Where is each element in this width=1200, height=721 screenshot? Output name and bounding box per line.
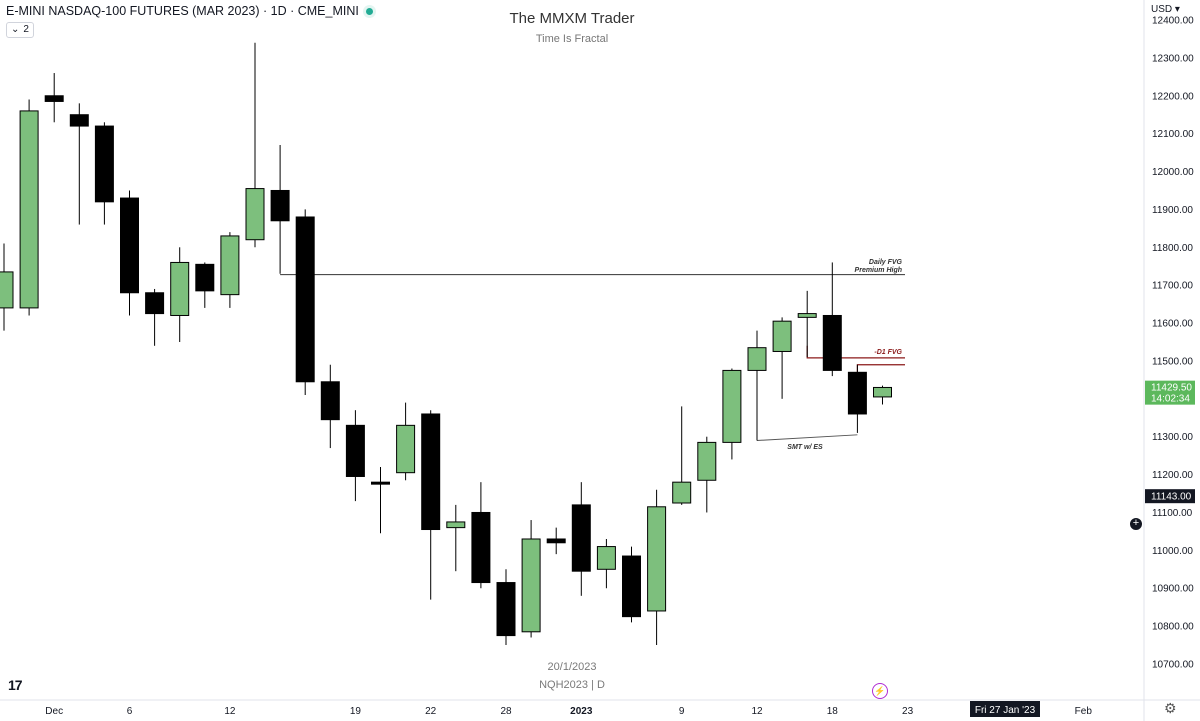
x-tick-label: 23 [902, 706, 914, 717]
x-tick-label: 18 [827, 706, 839, 717]
y-tick-label: 11500.00 [1152, 356, 1193, 367]
y-tick-label: 10900.00 [1152, 584, 1194, 595]
x-tick-label: 28 [500, 706, 512, 717]
y-tick-label: 10800.00 [1152, 622, 1194, 633]
x-tick-label: Feb [1075, 706, 1093, 717]
candle-body [69, 114, 89, 127]
x-tick-label: 9 [679, 706, 685, 717]
candle-body [295, 216, 315, 383]
annotation-daily-fvg: Daily FVG [869, 259, 903, 266]
last-price-label-bg [1145, 380, 1195, 405]
candle-body [546, 538, 566, 544]
candle-body [396, 424, 416, 474]
candle-body [722, 369, 742, 443]
annotation-premium-high: Premium High [855, 267, 902, 274]
y-tick-label: 12300.00 [1152, 53, 1194, 64]
candle-body [446, 521, 466, 529]
candle-body [245, 188, 265, 241]
date-label: Fri 27 Jan '23 [975, 705, 1036, 716]
symbol-title-text: E-MINI NASDAQ-100 FUTURES (MAR 2023) · 1… [6, 4, 359, 18]
last-price-timer: 14:02:34 [1151, 394, 1190, 405]
candle-body [421, 413, 441, 531]
candle-body [647, 506, 667, 612]
candle-body [94, 125, 114, 203]
collapse-count: 2 [23, 24, 29, 35]
candle-body [44, 95, 64, 102]
y-tick-label: 12000.00 [1152, 167, 1194, 178]
last-price-label: 11429.50 [1151, 383, 1192, 394]
x-tick-label: 22 [425, 706, 437, 717]
candle-body [697, 441, 717, 481]
plus-circle-icon[interactable]: + [1129, 517, 1143, 531]
crosshair-price-bg [1145, 489, 1195, 504]
candle-body [672, 481, 692, 504]
annotation-d1-fvg: -D1 FVG [874, 349, 902, 356]
candle-body [521, 538, 541, 633]
y-tick-label: 12400.00 [1152, 16, 1194, 27]
candle-body [320, 381, 340, 421]
x-tick-label: 2023 [570, 706, 593, 717]
candle-body [270, 189, 290, 222]
y-tick-label: 11800.00 [1152, 243, 1193, 254]
candle-body [371, 481, 390, 485]
candle-body [822, 314, 842, 371]
y-tick-label: 12100.00 [1152, 129, 1194, 140]
y-tick-label: 11000.00 [1152, 546, 1193, 557]
currency-selector[interactable]: USD ▾ [1151, 4, 1180, 15]
candle-body [596, 546, 616, 570]
indicators-collapse-button[interactable]: ⌄ 2 [6, 22, 34, 38]
candle-body [19, 110, 39, 309]
y-tick-label: 11900.00 [1152, 205, 1193, 216]
candle-body [847, 371, 867, 415]
candle-body [772, 320, 792, 352]
candle-body [797, 313, 817, 318]
center-date: 20/1/2023 [547, 661, 597, 673]
x-tick-label: Dec [45, 706, 63, 717]
center-symbol: NQH2023 | D [539, 679, 605, 691]
candle-body [471, 511, 491, 584]
symbol-title[interactable]: E-MINI NASDAQ-100 FUTURES (MAR 2023) · 1… [6, 4, 373, 18]
candle-body [0, 271, 14, 309]
caret-down-icon: ▾ [1174, 4, 1180, 15]
smt-line [756, 434, 858, 441]
candle-body [170, 261, 190, 316]
x-tick-label: 12 [224, 706, 236, 717]
tradingview-logo-icon[interactable]: 17 [8, 677, 23, 693]
date-label-bg [970, 701, 1040, 717]
candle-body [120, 197, 139, 294]
x-tick-label: 12 [751, 706, 763, 717]
x-tick-label: 19 [350, 706, 362, 717]
y-tick-label: 11700.00 [1152, 281, 1193, 292]
market-status-icon [365, 8, 373, 16]
crosshair-price-label: 11143.00 [1151, 492, 1192, 503]
lightning-bolt-icon[interactable]: ⚡ [872, 683, 888, 699]
gear-icon[interactable]: ⚙ [1164, 700, 1177, 716]
currency-label: USD [1151, 4, 1173, 15]
y-tick-label: 11100.00 [1152, 508, 1193, 519]
y-tick-label: 11300.00 [1152, 432, 1193, 443]
candle-body [195, 263, 215, 292]
annotation-smt: SMT w/ ES [787, 444, 823, 451]
watermark-subtitle: Time Is Fractal [535, 33, 609, 45]
candle-body [496, 582, 516, 637]
candle-body [345, 424, 365, 477]
candle-body [747, 347, 767, 371]
y-tick-label: 10700.00 [1152, 660, 1194, 671]
y-tick-label: 11200.00 [1152, 470, 1193, 481]
candle-body [571, 504, 591, 572]
y-tick-label: 11600.00 [1152, 319, 1193, 330]
chevron-down-icon: ⌄ [11, 24, 20, 35]
y-tick-label: 12200.00 [1152, 91, 1194, 102]
candle-body [622, 555, 641, 618]
candle-body [220, 235, 240, 296]
x-tick-label: 6 [127, 706, 133, 717]
candle-body [873, 386, 892, 398]
candle-body [145, 292, 165, 315]
watermark-title: The MMXM Trader [509, 10, 635, 27]
